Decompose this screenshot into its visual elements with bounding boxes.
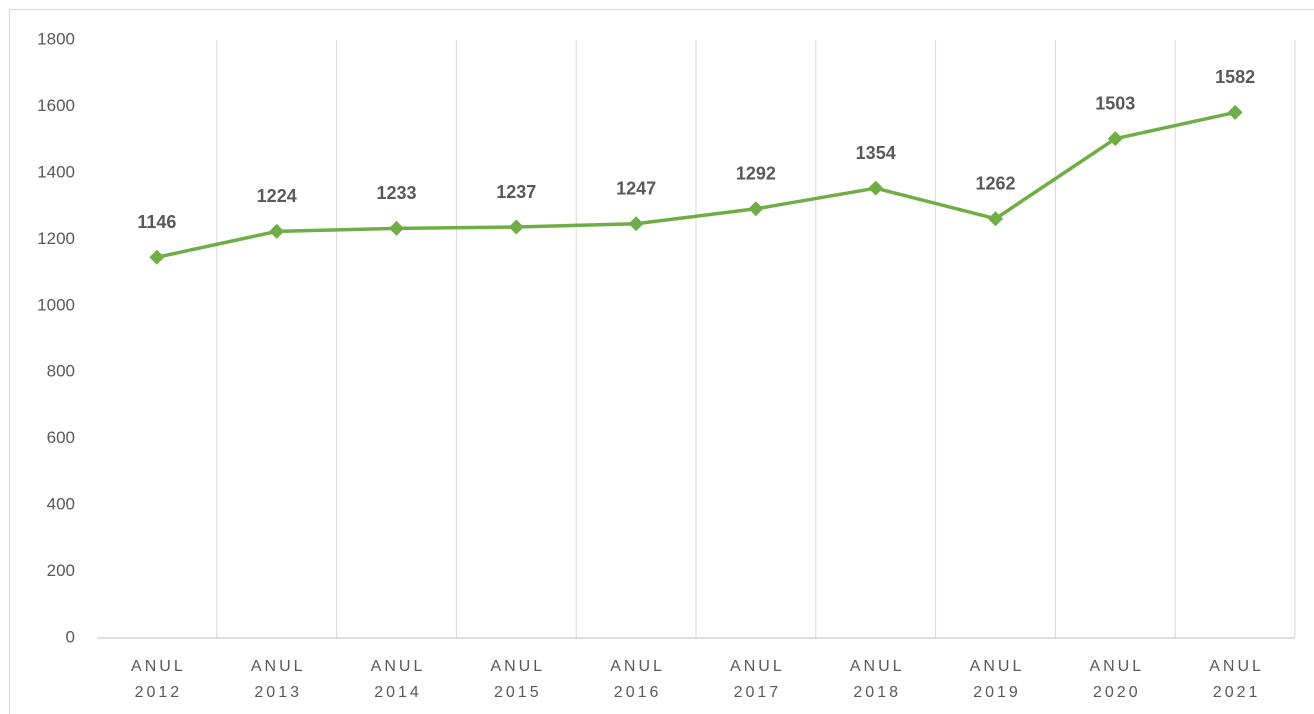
data-label: 1262 [975,173,1015,193]
marker [988,211,1003,227]
x-tick-label: ANUL 2021 [1209,658,1264,701]
x-tick-label: ANUL 2013 [250,658,306,701]
y-tick-label: 800 [47,362,75,381]
x-tick-label: ANUL 2012 [131,658,186,701]
marker [868,180,884,196]
data-label: 1247 [616,178,656,198]
data-label: 1354 [856,143,896,163]
y-tick-label: 1800 [37,29,75,48]
line [156,110,1236,259]
data-label: 1146 [137,212,176,232]
marker [389,220,404,236]
marker [508,219,524,235]
y-tick-label: 200 [47,561,75,580]
y-tick-label: 1200 [37,229,75,248]
marker [149,249,165,265]
x-tick-label: ANUL 2015 [490,658,546,701]
x-tick-label: ANUL 2018 [849,658,905,701]
x-tick-label: ANUL 2017 [730,658,785,701]
data-label: 1224 [257,186,297,206]
y-tick-label: 1600 [37,96,75,115]
y-tick-label: 600 [47,428,75,447]
chart-border [9,9,1314,714]
marker [748,201,764,217]
data-label: 1503 [1095,93,1135,113]
data-label: 1582 [1215,67,1255,87]
y-tick-label: 1000 [37,295,75,314]
x-tick-label: ANUL 2014 [370,658,426,701]
y-tick-label: 0 [66,627,75,646]
marker [269,223,285,239]
x-tick-label: ANUL 2019 [969,658,1025,701]
marker [1107,131,1123,147]
x-tick-label: ANUL 2020 [1089,658,1145,701]
marker [1227,104,1243,120]
y-tick-label: 400 [47,495,75,514]
data-label: 1292 [736,164,776,184]
y-tick-label: 1400 [37,162,75,181]
data-label: 1233 [376,183,416,203]
data-label: 1237 [496,182,536,202]
x-tick-label: ANUL 2016 [610,658,665,701]
marker [628,216,644,232]
